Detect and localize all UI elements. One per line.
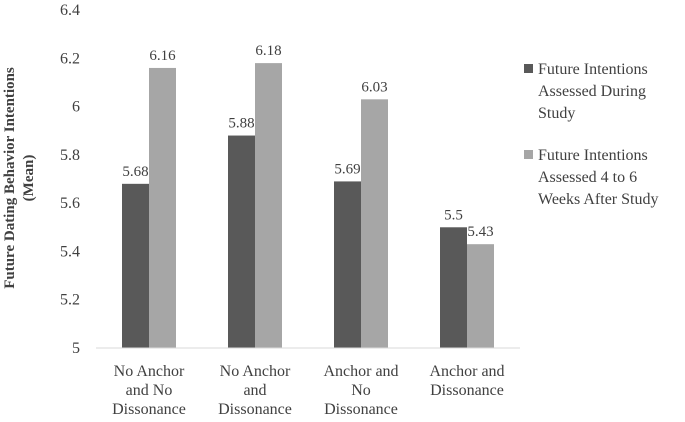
data-label: 6.16	[149, 48, 176, 64]
legend-label-line: Future Intentions	[538, 147, 648, 164]
bar-series-1-1	[122, 183, 149, 348]
x-category-label-line: Anchor and	[429, 363, 504, 380]
y-axis-title: Future Dating Behavior Intentions (Mean)	[2, 67, 37, 289]
bar-series-1-3	[334, 181, 361, 348]
data-label: 5.43	[467, 224, 493, 240]
x-category-label-line: Dissonance	[430, 382, 504, 399]
y-tick-label: 6	[72, 99, 80, 116]
bar-series-2-4	[467, 244, 494, 348]
data-label: 5.88	[228, 116, 254, 132]
x-category-label: Anchor and Dissonance	[429, 363, 504, 399]
bar-series-2-2	[255, 63, 282, 348]
y-tick-label: 6.2	[60, 50, 80, 67]
data-label: 5.69	[334, 161, 360, 177]
x-category-label-line: and No	[126, 382, 173, 399]
x-category-label-line: Anchor and	[323, 363, 398, 380]
y-tick-label: 5.8	[60, 147, 80, 164]
y-tick-label: 5.4	[60, 243, 80, 260]
data-label: 6.18	[255, 43, 281, 59]
legend-label: Future Intentions Assessed 4 to 6 Weeks Af…	[538, 147, 658, 208]
x-category-label-line: Dissonance	[218, 401, 292, 418]
data-label: 5.68	[122, 164, 148, 180]
x-category-label-line: No	[351, 382, 371, 399]
bar-series-2-1	[149, 67, 176, 348]
x-category-label: No Anchor and Dissonance	[218, 363, 292, 418]
y-axis-title-line: Future Dating Behavior Intentions	[2, 67, 18, 289]
x-category-label-line: No Anchor	[114, 363, 185, 380]
x-category-label-line: and	[243, 382, 266, 399]
bar-series-1-2	[228, 135, 255, 348]
y-axis-title-line: (Mean)	[21, 155, 37, 202]
legend-label: Future Intentions Assessed During Study	[538, 61, 648, 122]
y-tick-label: 5.2	[60, 292, 80, 309]
y-tick-label: 5	[72, 340, 80, 357]
bar-series-2-3	[361, 99, 388, 348]
legend-label-line: Future Intentions	[538, 61, 648, 78]
data-label: 5.5	[444, 207, 463, 223]
x-category-label-line: Dissonance	[324, 401, 398, 418]
legend-swatch	[524, 64, 533, 73]
y-tick-label: 5.6	[60, 195, 80, 212]
bar-series-1-4	[440, 227, 467, 348]
x-category-label-line: Dissonance	[112, 401, 186, 418]
legend-label-line: Assessed During	[538, 83, 646, 100]
legend-label-line: Weeks After Study	[538, 191, 658, 208]
data-label: 6.03	[361, 79, 387, 95]
legend-label-line: Assessed 4 to 6	[538, 169, 637, 186]
x-category-label: Anchor and No Dissonance	[323, 363, 398, 418]
y-tick-label: 6.4	[60, 2, 80, 19]
x-category-label: No Anchor and No Dissonance	[112, 363, 186, 418]
legend-label-line: Study	[538, 105, 575, 122]
x-category-label-line: No Anchor	[220, 363, 291, 380]
legend-swatch	[524, 150, 533, 159]
